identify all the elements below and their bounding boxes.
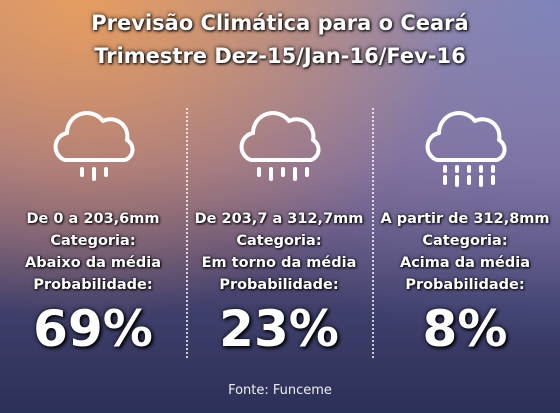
category-value: Abaixo da média: [24, 255, 161, 271]
probability-label: Probabilidade:: [219, 277, 339, 293]
probability-value: 69%: [33, 300, 153, 358]
probability-label: Probabilidade:: [33, 277, 153, 293]
column-divider: [372, 108, 374, 358]
cloud-moderate-rain-icon: [239, 111, 321, 181]
rain-range: De 203,7 a 312,7mm: [194, 211, 364, 227]
probability-value: 23%: [219, 300, 339, 358]
forecast-column-above: A partir de 312,8mm Categoria: Acima da …: [372, 105, 558, 358]
category-label: Categoria:: [236, 233, 322, 249]
category-value: Em torno da média: [201, 255, 357, 271]
category-label: Categoria:: [422, 233, 508, 249]
cloud-light-rain-icon: [53, 111, 135, 181]
cloud-heavy-rain-icon: [425, 111, 507, 187]
category-label: Categoria:: [50, 233, 136, 249]
rain-range: A partir de 312,8mm: [380, 211, 550, 227]
probability-label: Probabilidade:: [405, 277, 525, 293]
column-divider: [186, 108, 188, 358]
infographic-subtitle: Trimestre Dez-15/Jan-16/Fev-16: [94, 44, 466, 68]
category-value: Acima da média: [399, 255, 531, 271]
infographic-title: Previsão Climática para o Ceará: [91, 11, 469, 35]
rain-range: De 0 a 203,6mm: [26, 211, 160, 227]
probability-value: 8%: [422, 300, 508, 358]
forecast-column-below: De 0 a 203,6mm Categoria: Abaixo da médi…: [0, 105, 186, 358]
forecast-column-normal: De 203,7 a 312,7mm Categoria: Em torno d…: [186, 105, 372, 358]
source-credit: Fonte: Funceme: [228, 383, 332, 398]
